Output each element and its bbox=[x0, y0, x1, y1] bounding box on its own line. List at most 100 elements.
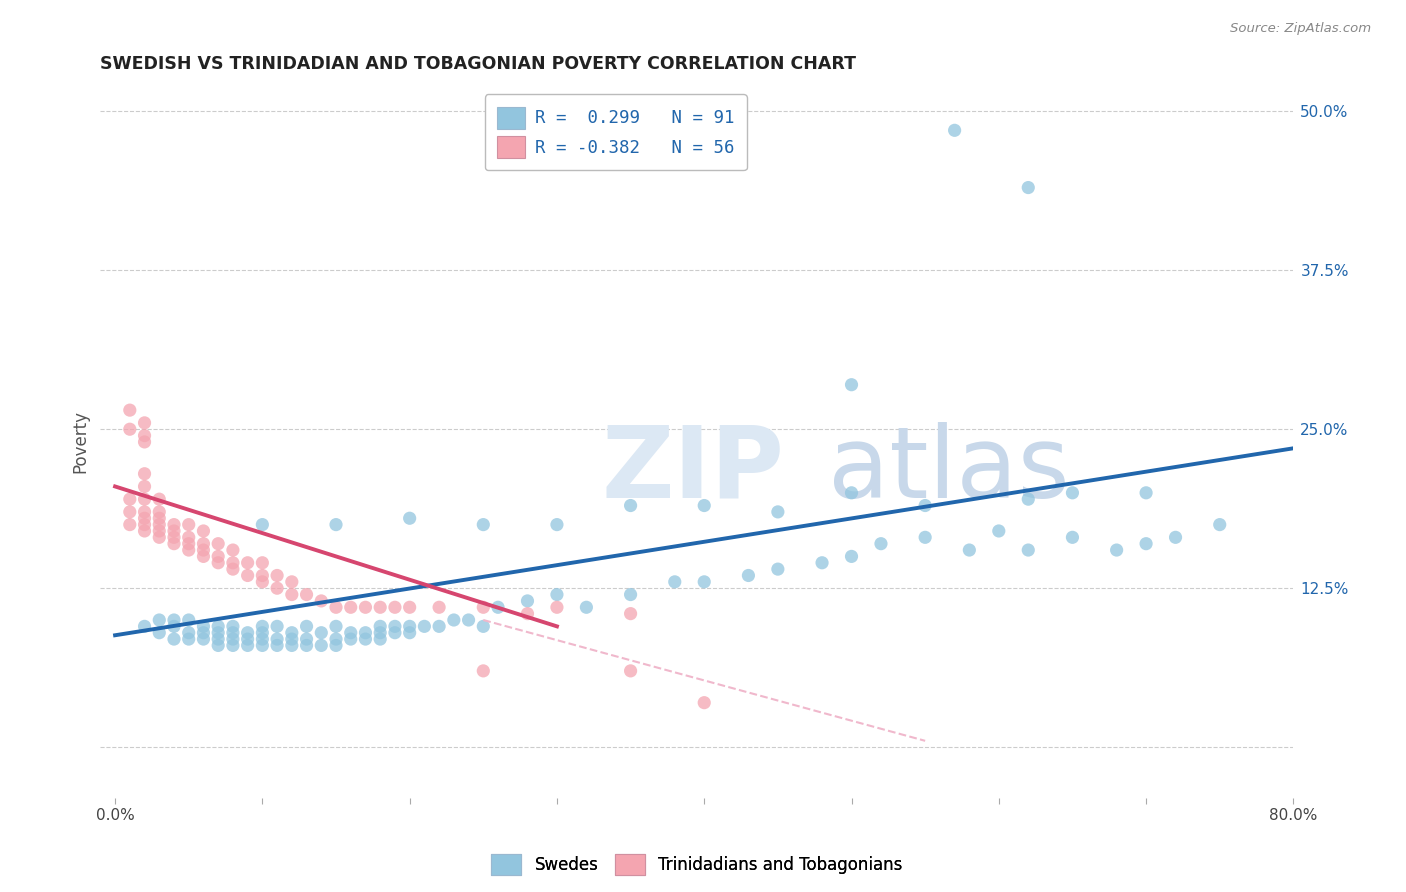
Point bbox=[134, 505, 156, 519]
Point bbox=[134, 524, 156, 538]
Point bbox=[1017, 180, 1039, 194]
Point bbox=[384, 625, 406, 640]
Point bbox=[252, 632, 274, 646]
Point bbox=[222, 556, 245, 570]
Point bbox=[177, 517, 200, 532]
Point bbox=[427, 619, 450, 633]
Point bbox=[252, 568, 274, 582]
Point bbox=[222, 543, 245, 558]
Point bbox=[118, 403, 141, 417]
Point bbox=[575, 600, 598, 615]
Point bbox=[619, 607, 641, 621]
Y-axis label: Poverty: Poverty bbox=[72, 410, 89, 474]
Point bbox=[546, 588, 568, 602]
Point bbox=[619, 664, 641, 678]
Point bbox=[222, 632, 245, 646]
Point bbox=[134, 511, 156, 525]
Point bbox=[134, 517, 156, 532]
Point bbox=[339, 600, 361, 615]
Point bbox=[148, 517, 170, 532]
Point bbox=[384, 600, 406, 615]
Point bbox=[252, 517, 274, 532]
Point bbox=[236, 556, 259, 570]
Point bbox=[1164, 530, 1187, 544]
Text: ZIP: ZIP bbox=[602, 422, 785, 519]
Point bbox=[427, 600, 450, 615]
Point bbox=[177, 537, 200, 551]
Point bbox=[664, 574, 686, 589]
Point bbox=[398, 511, 420, 525]
Point bbox=[472, 517, 495, 532]
Point bbox=[766, 505, 789, 519]
Point bbox=[134, 492, 156, 507]
Point bbox=[619, 499, 641, 513]
Point bbox=[339, 632, 361, 646]
Point bbox=[193, 619, 215, 633]
Point bbox=[148, 492, 170, 507]
Point bbox=[619, 588, 641, 602]
Point bbox=[693, 499, 716, 513]
Point bbox=[193, 524, 215, 538]
Point bbox=[266, 568, 288, 582]
Point bbox=[841, 485, 863, 500]
Point bbox=[266, 581, 288, 595]
Point bbox=[325, 600, 347, 615]
Point bbox=[281, 639, 304, 653]
Point bbox=[207, 625, 229, 640]
Point bbox=[354, 600, 377, 615]
Point bbox=[811, 556, 834, 570]
Point bbox=[207, 639, 229, 653]
Point bbox=[163, 613, 186, 627]
Point bbox=[311, 594, 333, 608]
Point bbox=[281, 625, 304, 640]
Point bbox=[177, 613, 200, 627]
Point bbox=[737, 568, 759, 582]
Point bbox=[148, 511, 170, 525]
Point bbox=[177, 530, 200, 544]
Point bbox=[368, 619, 391, 633]
Point bbox=[148, 530, 170, 544]
Point bbox=[943, 123, 966, 137]
Point bbox=[281, 588, 304, 602]
Point bbox=[134, 416, 156, 430]
Point bbox=[163, 632, 186, 646]
Point bbox=[252, 639, 274, 653]
Point bbox=[222, 625, 245, 640]
Point bbox=[693, 696, 716, 710]
Point bbox=[368, 632, 391, 646]
Point bbox=[134, 428, 156, 442]
Point bbox=[118, 492, 141, 507]
Point bbox=[281, 574, 304, 589]
Point bbox=[325, 639, 347, 653]
Point bbox=[295, 632, 318, 646]
Point bbox=[163, 619, 186, 633]
Point bbox=[281, 632, 304, 646]
Point bbox=[325, 619, 347, 633]
Point bbox=[236, 632, 259, 646]
Point bbox=[841, 549, 863, 564]
Point bbox=[354, 625, 377, 640]
Text: SWEDISH VS TRINIDADIAN AND TOBAGONIAN POVERTY CORRELATION CHART: SWEDISH VS TRINIDADIAN AND TOBAGONIAN PO… bbox=[100, 55, 856, 73]
Point bbox=[222, 562, 245, 576]
Point bbox=[870, 537, 893, 551]
Point bbox=[1135, 537, 1157, 551]
Point bbox=[339, 625, 361, 640]
Point bbox=[295, 588, 318, 602]
Point bbox=[236, 568, 259, 582]
Point bbox=[266, 619, 288, 633]
Point bbox=[252, 574, 274, 589]
Point bbox=[914, 530, 936, 544]
Point bbox=[177, 543, 200, 558]
Point bbox=[177, 625, 200, 640]
Point bbox=[222, 639, 245, 653]
Point bbox=[266, 632, 288, 646]
Point bbox=[222, 619, 245, 633]
Point bbox=[325, 517, 347, 532]
Point bbox=[354, 632, 377, 646]
Point bbox=[311, 625, 333, 640]
Text: Source: ZipAtlas.com: Source: ZipAtlas.com bbox=[1230, 22, 1371, 36]
Point bbox=[118, 517, 141, 532]
Point bbox=[472, 600, 495, 615]
Point bbox=[134, 479, 156, 493]
Point bbox=[957, 543, 980, 558]
